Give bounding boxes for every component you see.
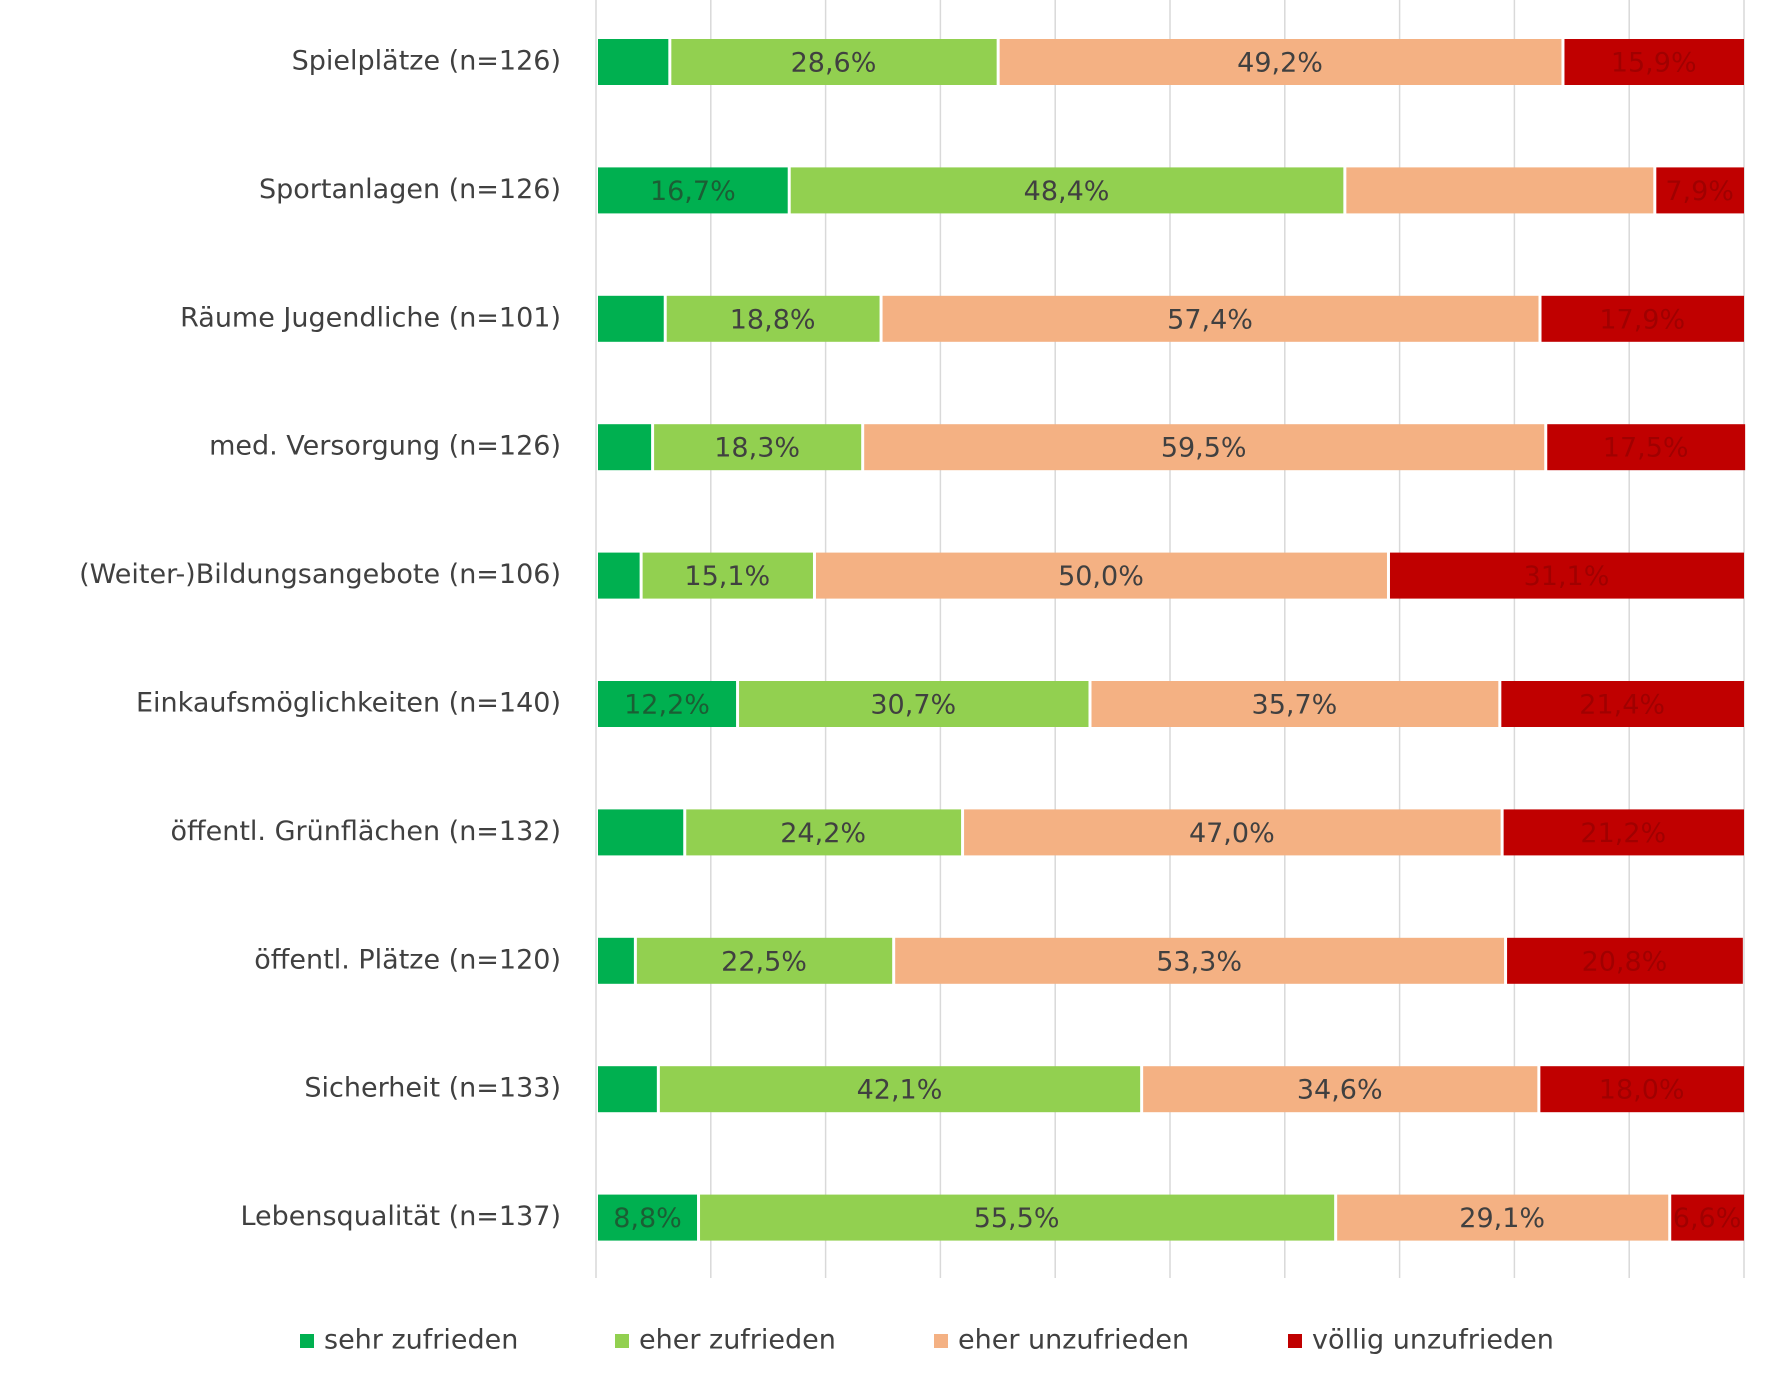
bar-segment: [790, 167, 1344, 214]
data-label: 24,2%: [780, 818, 866, 849]
data-label: 31,1%: [1524, 561, 1610, 592]
data-label: 34,6%: [1297, 1075, 1383, 1106]
bar-segment: [1564, 39, 1744, 85]
legend-swatch: [300, 1334, 314, 1348]
category-label: Spielplätze (n=126): [292, 46, 561, 77]
data-label: 12,2%: [624, 690, 710, 721]
legend-swatch: [934, 1334, 948, 1348]
data-label: 20,8%: [1582, 946, 1668, 977]
bar-segment: [598, 1066, 657, 1113]
bar-segment: [964, 809, 1501, 856]
bar-segment: [666, 295, 880, 342]
bar-segment: [882, 295, 1539, 342]
data-label: 7,9%: [1665, 176, 1734, 207]
legend-swatch: [1288, 1334, 1302, 1348]
category-label: öffentl. Plätze (n=120): [254, 944, 561, 975]
data-label: 18,8%: [730, 304, 816, 335]
data-label: 53,3%: [1156, 946, 1242, 977]
bar-segment: [1507, 937, 1743, 984]
bar-segment: [642, 552, 813, 599]
data-label: 22,5%: [721, 946, 807, 977]
bar-segment: [1143, 1066, 1538, 1113]
data-label: 16,7%: [650, 176, 736, 207]
bar-segment: [671, 39, 997, 85]
data-label: 17,9%: [1599, 304, 1685, 335]
data-label: 8,8%: [613, 1203, 682, 1234]
bar-segment: [598, 1194, 698, 1241]
data-label: 18,0%: [1599, 1075, 1685, 1106]
legend-label: sehr zufrieden: [324, 1325, 518, 1356]
data-label: 42,1%: [857, 1075, 943, 1106]
bar-segment: [659, 1066, 1141, 1113]
bar-segment: [999, 39, 1562, 85]
bar-segment: [598, 809, 684, 856]
bar-segment: [895, 937, 1505, 984]
bar-segment: [700, 1194, 1335, 1241]
category-label: Räume Jugendliche (n=101): [180, 302, 561, 333]
bar-segment: [739, 681, 1089, 727]
bar-segment: [864, 424, 1545, 471]
bar-segment: [1389, 552, 1744, 599]
legend-swatch: [615, 1334, 629, 1348]
bar-segment: [1540, 1066, 1744, 1113]
data-label: 18,3%: [714, 433, 800, 464]
category-label: (Weiter-)Bildungsangebote (n=106): [79, 559, 561, 590]
data-label: 30,7%: [870, 690, 956, 721]
bar-segment: [1547, 424, 1746, 471]
bar-segment: [598, 937, 634, 984]
data-label: 21,4%: [1579, 690, 1665, 721]
data-label: 15,1%: [684, 561, 770, 592]
bar-segment: [1091, 681, 1499, 727]
legend-label: eher unzufrieden: [958, 1325, 1189, 1356]
data-label: 29,1%: [1459, 1203, 1545, 1234]
bar-segment: [1346, 167, 1654, 214]
data-label: 48,4%: [1024, 176, 1110, 207]
data-label: 59,5%: [1161, 433, 1247, 464]
legend-label: eher zufrieden: [639, 1325, 836, 1356]
category-label: Sportanlagen (n=126): [259, 174, 561, 205]
bar-segment: [598, 39, 669, 85]
bar-segment: [1656, 167, 1744, 214]
data-label: 49,2%: [1237, 48, 1323, 79]
bar-segment: [686, 809, 962, 856]
bar-segment: [598, 295, 664, 342]
category-label: Sicherheit (n=133): [304, 1073, 561, 1104]
category-label: Einkaufsmöglichkeiten (n=140): [136, 688, 561, 719]
data-label: 50,0%: [1058, 561, 1144, 592]
data-label: 17,5%: [1603, 433, 1689, 464]
bar-segment: [1503, 809, 1744, 856]
category-label: med. Versorgung (n=126): [209, 431, 561, 462]
bar-segment: [636, 937, 893, 984]
data-label: 35,7%: [1252, 690, 1338, 721]
bar-segment: [598, 424, 652, 471]
category-label: Lebensqualität (n=137): [240, 1201, 561, 1232]
bar-segment: [815, 552, 1387, 599]
bar-segment: [598, 681, 737, 727]
bar-segment: [1671, 1194, 1744, 1241]
data-label: 21,2%: [1580, 818, 1666, 849]
data-label: 15,9%: [1611, 48, 1697, 79]
bar-segment: [1501, 681, 1744, 727]
data-label: 6,6%: [1673, 1203, 1742, 1234]
bar-segment: [654, 424, 862, 471]
legend-label: völlig unzufrieden: [1312, 1325, 1554, 1356]
bar-segment: [598, 552, 640, 599]
bar-segment: [1337, 1194, 1669, 1241]
bar-segment: [1541, 295, 1744, 342]
category-label: öffentl. Grünflächen (n=132): [171, 816, 562, 847]
data-label: 57,4%: [1167, 304, 1253, 335]
data-label: 47,0%: [1189, 818, 1275, 849]
data-label: 28,6%: [791, 48, 877, 79]
data-label: 55,5%: [974, 1203, 1060, 1234]
bar-segment: [598, 167, 788, 214]
